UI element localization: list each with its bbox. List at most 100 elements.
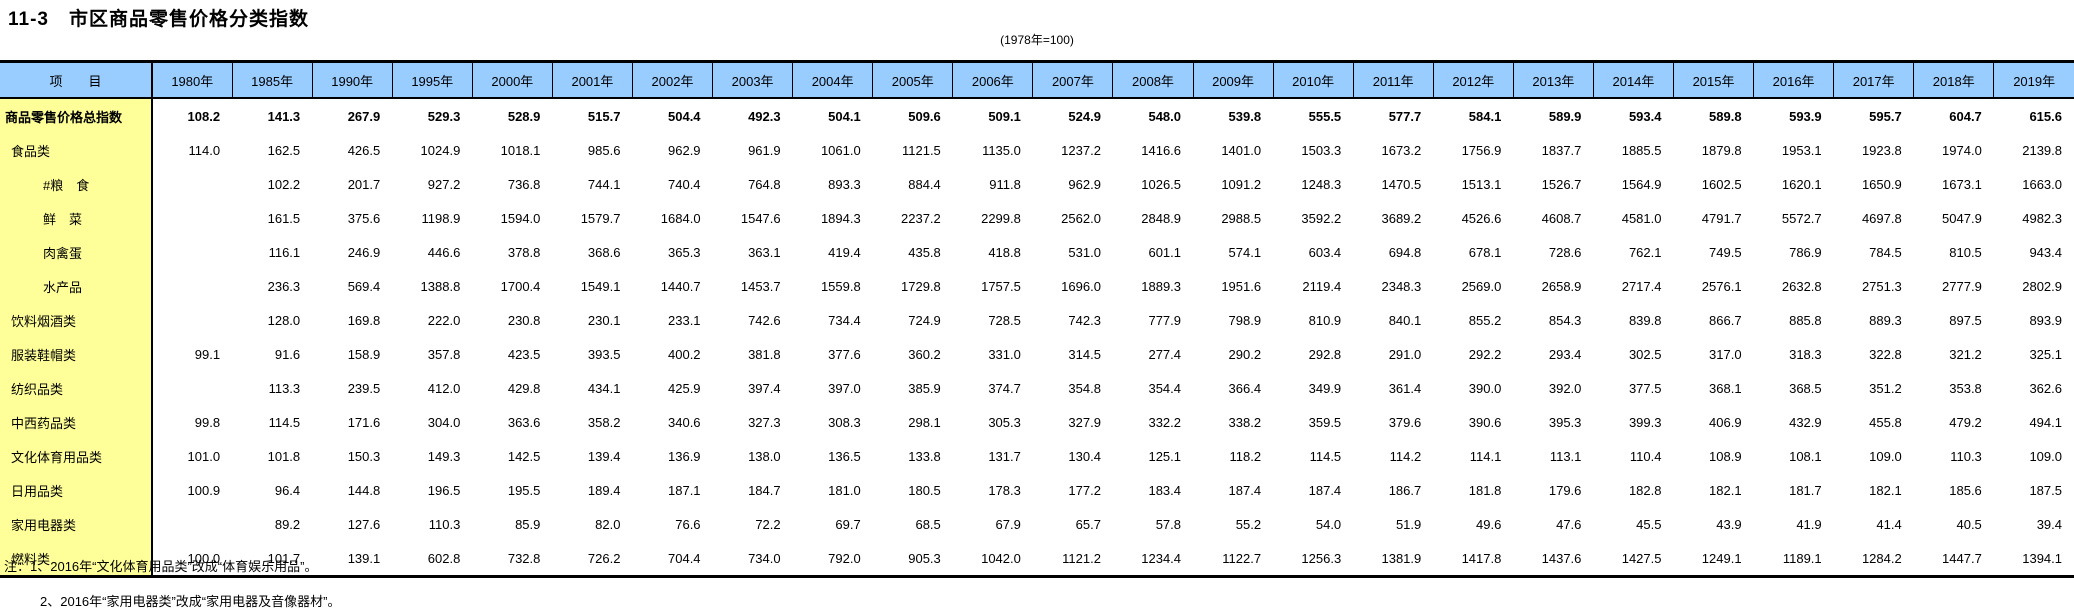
value-cell: 1700.4 [500,278,541,294]
value-cell: 429.8 [507,380,541,396]
value-cell: 1526.7 [1541,176,1582,192]
value-cell: 1503.3 [1301,142,1342,158]
value-cell: 291.0 [1388,346,1422,362]
table-row: 饮料烟酒类 128.0 169.8 222.0 230.8 230.1 233.1 742.6… [0,303,2074,337]
table-row: 纺织品类 113.3 239.5 412.0 429.8 434.1 425.9 397.4 3… [0,371,2074,405]
value-cell: 362.6 [2029,380,2062,396]
value-cell: 130.4 [1068,448,1101,464]
value-cell: 108.2 [187,108,221,124]
value-cell: 425.9 [668,380,701,396]
value-cell: 839.8 [1628,312,1662,328]
value-cell: 492.3 [748,108,781,124]
value-cell: 114.0 [188,142,221,158]
year-column-header: 2014年 [1592,61,1674,99]
value-cell: 593.9 [1789,108,1822,124]
value-cell: 327.3 [748,414,781,430]
value-cell: 724.9 [908,312,941,328]
value-cell [152,303,232,337]
row-label: #粮 食 [0,167,153,201]
value-cell: 116.1 [268,244,301,260]
year-column-header: 2018年 [1913,61,1994,99]
value-cell: 110.3 [428,516,461,532]
value-cell: 108.1 [1789,448,1822,464]
value-cell: 171.6 [347,414,381,430]
value-cell: 736.8 [507,176,541,192]
value-cell: 162.5 [267,142,301,158]
value-cell: 854.3 [1548,312,1582,328]
value-cell: 1061.0 [820,142,861,158]
value-cell [152,167,232,201]
value-cell: 109.0 [2029,448,2062,464]
base-year-note: (1978年=100) [1000,33,1074,47]
value-cell [152,235,232,269]
value-cell: 196.5 [427,482,461,498]
value-cell: 57.8 [1155,516,1182,532]
value-cell: 744.1 [587,176,621,192]
value-cell: 1198.9 [421,210,461,226]
corner-header: 项 目 [0,61,153,99]
value-cell: 136.5 [828,448,861,464]
value-cell: 368.6 [587,244,621,260]
value-cell: 678.1 [1468,244,1502,260]
value-cell: 961.9 [748,142,781,158]
value-cell: 2299.8 [981,210,1021,226]
value-cell: 1237.2 [1061,142,1101,158]
value-cell: 158.9 [347,346,381,362]
value-cell: 351.2 [1869,380,1902,396]
value-cell: 68.5 [915,516,941,532]
value-cell: 322.8 [1869,346,1902,362]
value-cell: 1018.1 [500,142,541,158]
row-label: 中西药品类 [0,405,153,439]
value-cell: 179.6 [1548,482,1582,498]
value-cell: 139.4 [587,448,621,464]
value-cell: 400.2 [668,346,701,362]
value-cell: 435.8 [908,244,941,260]
value-cell: 378.8 [507,244,541,260]
value-cell [152,371,232,405]
value-cell: 230.1 [587,312,621,328]
value-cell: 40.5 [1956,516,1982,532]
value-cell: 1663.0 [2022,176,2062,192]
value-cell: 1388.8 [420,278,461,294]
value-cell: 1453.7 [740,278,781,294]
year-column-header: 1980年 [151,61,233,99]
value-cell: 114.5 [1309,448,1342,464]
value-cell: 1437.6 [1541,550,1582,566]
value-cell: 69.7 [835,516,861,532]
value-cell: 479.2 [1949,414,1982,430]
year-column-header: 2012年 [1432,61,1514,99]
year-column-header: 2013年 [1512,61,1594,99]
value-cell: 180.5 [908,482,941,498]
value-cell: 406.9 [1709,414,1742,430]
value-cell: 222.0 [427,312,461,328]
value-cell: 905.3 [908,550,941,566]
value-cell: 178.3 [988,482,1021,498]
value-cell: 2717.4 [1621,278,1662,294]
value-cell: 393.5 [587,346,621,362]
value-cell: 1091.2 [1221,176,1262,192]
value-cell: 321.2 [1949,346,1982,362]
value-cell: 432.9 [1789,414,1822,430]
value-cell: 2632.8 [1781,278,1822,294]
value-cell: 131.7 [988,448,1021,464]
value-cell: 574.1 [1228,244,1262,260]
value-cell: 1894.3 [820,210,861,226]
value-cell: 149.3 [427,448,461,464]
value-cell: 4526.6 [1461,210,1502,226]
table-row: 中西药品类 99.8 114.5 171.6 304.0 363.6 358.2 340.6 3… [0,405,2074,439]
value-cell: 375.6 [347,210,381,226]
value-cell: 589.8 [1709,108,1742,124]
value-cell: 728.6 [1548,244,1582,260]
value-cell: 65.7 [1075,516,1101,532]
value-cell: 584.1 [1468,108,1502,124]
value-cell: 55.2 [1235,516,1262,532]
value-cell: 5047.9 [1942,210,1982,226]
value-cell: 3689.2 [1381,210,1422,226]
value-cell: 1135.0 [982,142,1021,158]
value-cell: 304.0 [427,414,461,430]
value-cell [152,201,232,235]
row-label: 饮料烟酒类 [0,303,153,337]
value-cell: 504.4 [668,108,701,124]
value-cell: 395.3 [1548,414,1582,430]
footnote-1: 注：1、2016年“文化体育用品类”改成“体育娱乐用品”。 [4,559,318,574]
